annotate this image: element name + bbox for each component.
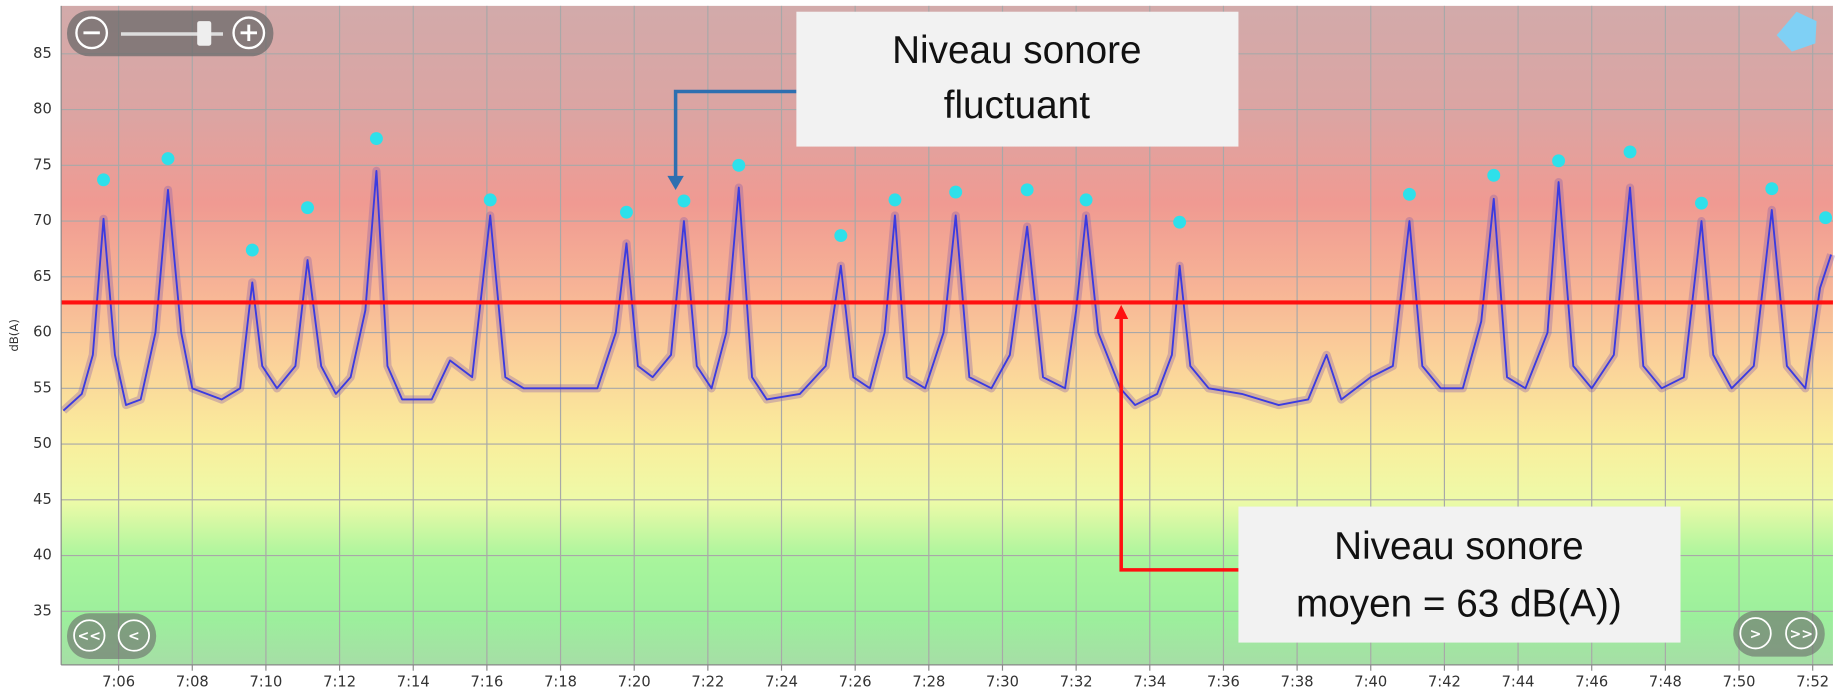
x-tick-label: 7:30 [986,673,1019,690]
peak-marker [1487,168,1501,182]
peak-marker [1402,187,1416,201]
nav-panel-left [67,613,157,659]
peak-marker [1765,182,1779,196]
nav-panel-right [1733,610,1825,657]
zoom-out[interactable] [75,16,109,50]
x-tick-label: 7:14 [397,673,430,690]
peak-marker [888,193,902,207]
x-tick-label: 7:34 [1133,673,1166,690]
zoom-control[interactable] [67,10,274,57]
x-tick-label: 7:40 [1354,673,1387,690]
y-tick-label: 55 [33,379,52,396]
y-axis-label: dB(A) [7,319,21,352]
nav-forward-label: > [1750,626,1762,642]
peak-marker [949,185,963,199]
x-tick-label: 7:46 [1575,673,1608,690]
marks [60,132,1836,414]
peak-marker [1552,154,1566,168]
y-tick-label: 45 [33,491,52,508]
x-tick-label: 7:20 [618,673,651,690]
nav-back[interactable] [117,619,150,652]
annotation-box [1238,506,1681,643]
nav-forward-far[interactable] [1785,617,1818,650]
nav-forward-far-label: >> [1789,626,1813,642]
x-tick-label: 7:10 [249,673,282,690]
x-tick-label: 7:50 [1723,673,1756,690]
peak-marker [677,194,691,208]
y-tick-label: 60 [33,324,52,341]
nav-forward[interactable] [1739,617,1772,650]
annotation-text: moyen = 63 dB(A)) [1296,582,1622,625]
y-tick-label: 75 [33,156,52,173]
x-tick-label: 7:06 [102,673,135,690]
peak-marker [301,201,314,215]
x-tick-label: 7:44 [1502,673,1535,690]
x-tick-label: 7:42 [1428,673,1461,690]
zoom-thumb[interactable] [197,21,212,46]
x-tick-label: 7:24 [765,673,798,690]
annotation-arrowhead [1114,304,1129,319]
y-tick-label: 65 [33,268,52,285]
peak-marker [834,229,848,243]
y-tick-label: 40 [33,547,52,564]
peak-marker [1695,196,1708,210]
x-tick-label: 7:48 [1649,673,1682,690]
mean-annotation: Niveau sonore moyen = 63 dB(A)) [1114,304,1681,643]
nav-back-label: < [128,629,140,645]
x-tick-label: 7:36 [1207,673,1240,690]
sound-level-line [62,169,1832,412]
zoom-in[interactable] [232,16,266,50]
x-tick-label: 7:18 [544,673,577,690]
y-tick-label: 80 [33,101,52,118]
y-tick-label: 85 [33,45,52,62]
peak-marker [483,193,497,207]
x-tick-label: 7:22 [691,673,724,690]
x-tick-label: 7:52 [1796,673,1829,690]
x-tick-label: 7:32 [1060,673,1093,690]
peak-marker [245,243,259,257]
annotation-box [796,11,1239,147]
corner-icon[interactable] [1776,11,1817,52]
annotation-arrowhead [667,175,684,190]
annotation-arrow [673,89,797,179]
nav-back-far[interactable] [73,619,106,652]
peak-marker [620,205,633,219]
peak-marker [1819,211,1833,225]
x-tick-label: 7:38 [1281,673,1314,690]
peak-marker [732,158,746,172]
annotation-text: Niveau sonore [892,29,1141,72]
peak-marker [1623,145,1637,159]
peak-marker [369,132,383,146]
x-tick-label: 7:26 [839,673,872,690]
x-tick-label: 7:08 [176,673,209,690]
y-tick-label: 50 [33,435,52,452]
nav-back-far-label: << [78,629,102,645]
peak-marker [1079,193,1093,207]
peak-marker [1020,183,1034,197]
annotation-text: Niveau sonore [1334,525,1583,568]
x-tick-label: 7:16 [470,673,503,690]
peak-marker [161,152,175,166]
y-tick-label: 35 [33,602,52,619]
x-tick-label: 7:28 [912,673,945,690]
peak-marker [97,173,110,187]
peak-marker [1173,215,1187,229]
x-tick-label: 7:12 [323,673,356,690]
y-tick-label: 70 [33,212,52,229]
annotation-arrow [1119,316,1239,572]
annotation-text: fluctuant [944,84,1091,127]
